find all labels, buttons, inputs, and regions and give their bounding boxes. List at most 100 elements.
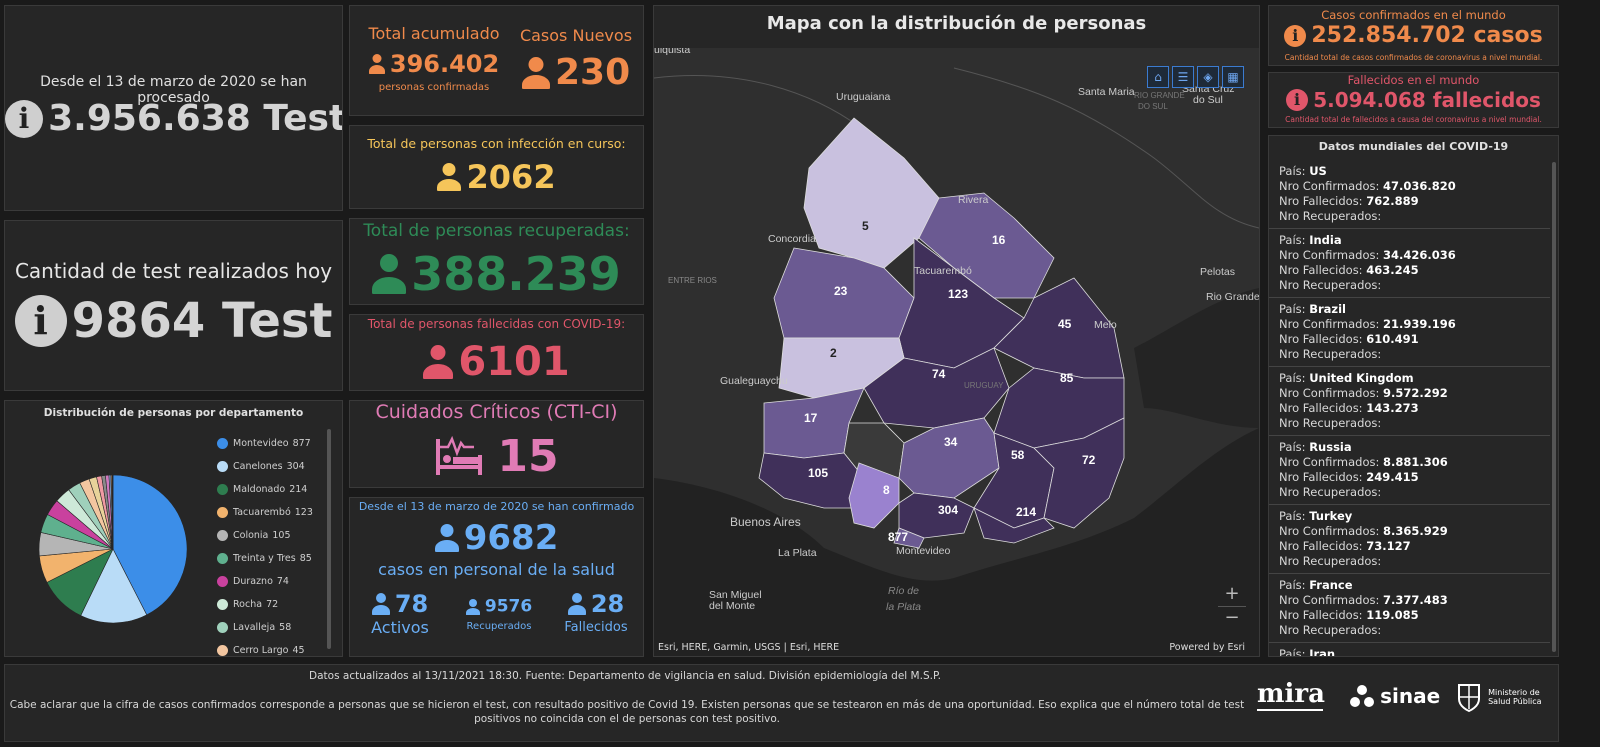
legend-swatch — [217, 484, 228, 495]
field-label: Nro Fallecidos: — [1279, 401, 1363, 415]
zoom-in-button[interactable]: + — [1224, 583, 1240, 604]
field-value: 119.085 — [1366, 608, 1419, 622]
field-label: Nro Confirmados: — [1279, 386, 1380, 400]
legend-scrollbar[interactable] — [327, 429, 331, 649]
legend-item[interactable]: Lavalleja 58 — [217, 621, 291, 635]
pie-slice[interactable] — [112, 474, 188, 616]
world-list-scrollbar[interactable] — [1552, 162, 1556, 652]
field-label: Nro Recuperados: — [1279, 416, 1382, 430]
world-list-item[interactable]: País: Russia Nro Confirmados: 8.881.306 Nr… — [1269, 436, 1550, 505]
field-value: 249.415 — [1366, 470, 1419, 484]
accumulated-subtitle: personas confirmadas — [378, 82, 490, 93]
active-infections-title: Total de personas con infección en curso… — [367, 136, 626, 151]
pie-slice[interactable] — [80, 548, 148, 624]
powered-by[interactable]: Powered by Esri — [1169, 642, 1245, 653]
person-icon — [371, 593, 390, 615]
field-label: País: — [1279, 509, 1306, 523]
legend-item[interactable]: Treinta y Tres 85 — [217, 552, 312, 566]
dept-montevideo[interactable] — [893, 527, 925, 549]
basemap-icon[interactable]: ▦ — [1222, 66, 1244, 88]
dept-artigas[interactable] — [803, 117, 940, 269]
world-cases-row: i 252.854.702 casos — [1269, 23, 1558, 48]
field-value: United Kingdom — [1309, 371, 1414, 385]
world-cases-caption: Cantidad total de casos confirmados de c… — [1284, 53, 1543, 62]
map-count: 8 — [883, 483, 890, 497]
legend-item[interactable]: Rocha 72 — [217, 598, 278, 612]
dept-florida[interactable] — [898, 417, 1000, 499]
person-icon — [465, 598, 480, 615]
health-deceased: 28 Fallecidos — [554, 590, 638, 635]
critical-care-value: 15 — [497, 431, 559, 482]
dept-san-jose[interactable] — [848, 462, 900, 529]
legend-item[interactable]: Montevideo 877 — [217, 437, 311, 451]
field-value: 34.426.036 — [1383, 248, 1456, 262]
legend-item[interactable]: Durazno 74 — [217, 575, 289, 589]
map-count: 85 — [1060, 371, 1074, 385]
legend-item[interactable]: Tacuarembó 123 — [217, 506, 313, 520]
map-canvas[interactable]: uiquista Uruguaiana Santa Maria Santa Cr… — [654, 48, 1259, 657]
legend-swatch — [217, 438, 228, 449]
map-place: Santa Maria — [1078, 86, 1135, 98]
map-place: Uruguaiana — [836, 91, 890, 103]
sinae-logo: sinae — [1349, 683, 1440, 723]
map-place: Montevideo — [896, 545, 950, 557]
world-list-item[interactable]: País: India Nro Confirmados: 34.426.036 Nr… — [1269, 229, 1550, 298]
health-active: 78 Activos — [360, 590, 440, 637]
field-value: 73.127 — [1366, 539, 1411, 553]
legend-icon[interactable]: ☰ — [1172, 66, 1194, 88]
world-list-item[interactable]: País: France Nro Confirmados: 7.377.483 Nr… — [1269, 574, 1550, 643]
person-icon — [437, 163, 462, 191]
zoom-out-button[interactable]: − — [1218, 606, 1246, 630]
field-value: Iran — [1309, 647, 1336, 656]
legend-swatch — [217, 576, 228, 587]
info-icon: i — [1286, 89, 1309, 111]
legend-item[interactable]: Maldonado 214 — [217, 483, 307, 497]
accumulated-panel: Total acumulado 396.402 personas confirm… — [349, 5, 644, 116]
dept-soriano[interactable] — [758, 452, 865, 509]
legend-item[interactable]: Colonia 105 — [217, 529, 291, 543]
world-list[interactable]: País: US Nro Confirmados: 47.036.820 Nro F… — [1269, 160, 1550, 656]
recovered-title: Total de personas recuperadas: — [363, 221, 630, 241]
field-label: País: — [1279, 302, 1306, 316]
world-list-item[interactable]: País: US Nro Confirmados: 47.036.820 Nro F… — [1269, 160, 1550, 229]
department-distribution-panel: Distribución de personas por departament… — [4, 400, 343, 657]
tests-today-row: i 9864 Test — [5, 293, 342, 349]
world-list-item[interactable]: País: Brazil Nro Confirmados: 21.939.196 N… — [1269, 298, 1550, 367]
dept-maldonado[interactable] — [973, 507, 1055, 544]
legend-label: Maldonado — [233, 484, 286, 495]
world-list-title: Datos mundiales del COVID-19 — [1318, 140, 1509, 153]
field-value: US — [1309, 164, 1327, 178]
world-list-item[interactable]: País: Turkey Nro Confirmados: 8.365.929 Nr… — [1269, 505, 1550, 574]
legend-item[interactable]: Canelones 304 — [217, 460, 305, 474]
map-attribution[interactable]: Esri, HERE, Garmin, USGS | Esri, HERE — [658, 642, 840, 653]
map-place: Río de — [888, 585, 919, 597]
map-count: 123 — [948, 287, 968, 301]
person-icon — [368, 54, 385, 74]
footer-updated: Datos actualizados al 13/11/2021 18:30. … — [309, 670, 941, 682]
world-list-item[interactable]: País: IranNro Confirmados: 6.031.575Nro … — [1269, 643, 1550, 656]
map-place: URUGUAY — [964, 381, 1004, 390]
recovered-panel: Total de personas recuperadas: 388.239 — [349, 218, 644, 305]
legend-label: Lavalleja — [233, 622, 276, 633]
field-label: Nro Recuperados: — [1279, 347, 1382, 361]
legend-item[interactable]: Cerro Largo 45 — [217, 644, 305, 656]
field-label: Nro Fallecidos: — [1279, 194, 1363, 208]
layers-icon[interactable]: ◈ — [1197, 66, 1219, 88]
field-value: 762.889 — [1366, 194, 1419, 208]
field-label: Nro Confirmados: — [1279, 179, 1380, 193]
hospital-bed-icon — [436, 435, 483, 475]
legend-value: 74 — [276, 576, 289, 587]
map-place: Melo — [1094, 319, 1117, 331]
field-label: Nro Fallecidos: — [1279, 263, 1363, 277]
field-label: Nro Recuperados: — [1279, 554, 1382, 568]
field-label: País: — [1279, 371, 1306, 385]
field-value: France — [1309, 578, 1353, 592]
dept-canelones[interactable] — [898, 492, 975, 539]
person-icon — [372, 254, 407, 294]
footer-panel: Datos actualizados al 13/11/2021 18:30. … — [4, 664, 1559, 742]
person-icon — [567, 593, 586, 615]
world-list-item[interactable]: País: United Kingdom Nro Confirmados: 9.5… — [1269, 367, 1550, 436]
home-icon[interactable]: ⌂ — [1147, 66, 1169, 88]
legend-label: Canelones — [233, 461, 283, 472]
dept-rocha[interactable] — [1033, 417, 1125, 529]
